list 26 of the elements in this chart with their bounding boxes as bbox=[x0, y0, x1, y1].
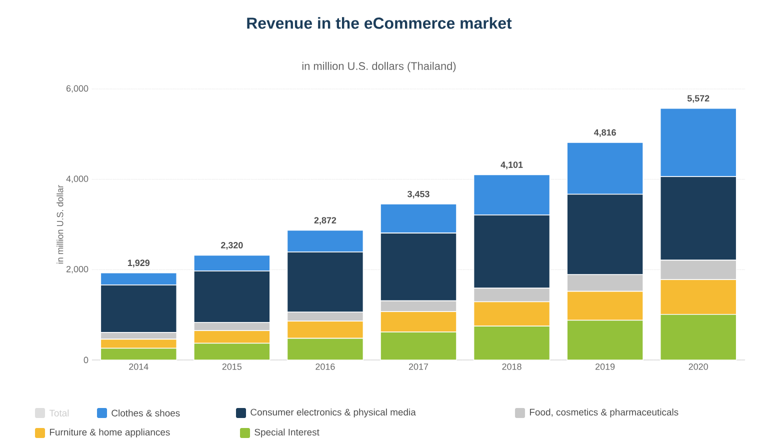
x-tick-label: 2019 bbox=[596, 364, 615, 370]
x-tick-label: 2018 bbox=[502, 364, 522, 370]
total-label: 3,453 bbox=[407, 190, 430, 199]
y-tick-label: 0 bbox=[84, 356, 88, 364]
chart-title: Revenue in the eCommerce market bbox=[247, 17, 512, 29]
total-label: 4,101 bbox=[500, 162, 523, 170]
total-label: 1,929 bbox=[128, 260, 150, 268]
y-tick-label: 6,000 bbox=[66, 85, 88, 93]
total-label: 5,572 bbox=[687, 95, 710, 103]
x-tick-label: 2015 bbox=[222, 364, 242, 370]
legend-label: Clothes & shoes bbox=[112, 410, 180, 416]
x-tick-label: 2014 bbox=[129, 364, 148, 370]
legend-label: Furniture & home appliances bbox=[50, 428, 170, 438]
y-axis-title: in million U.S. dollar bbox=[56, 185, 64, 264]
legend-label: Food, cosmetics & pharmaceuticals bbox=[530, 408, 678, 418]
y-tick-label: 2,000 bbox=[66, 266, 88, 274]
x-tick-label: 2017 bbox=[408, 364, 428, 370]
total-label: 2,872 bbox=[314, 217, 336, 225]
chart-subtitle: in million U.S. dollars (Thailand) bbox=[302, 62, 456, 72]
x-tick-label: 2020 bbox=[688, 364, 708, 370]
legend-label: Special Interest bbox=[254, 428, 320, 438]
total-label: 4,816 bbox=[594, 129, 616, 137]
legend-label: Consumer electronics & physical media bbox=[250, 408, 416, 418]
total-label: 2,320 bbox=[221, 242, 243, 250]
x-tick-label: 2016 bbox=[316, 364, 335, 370]
y-tick-label: 4,000 bbox=[66, 176, 88, 184]
